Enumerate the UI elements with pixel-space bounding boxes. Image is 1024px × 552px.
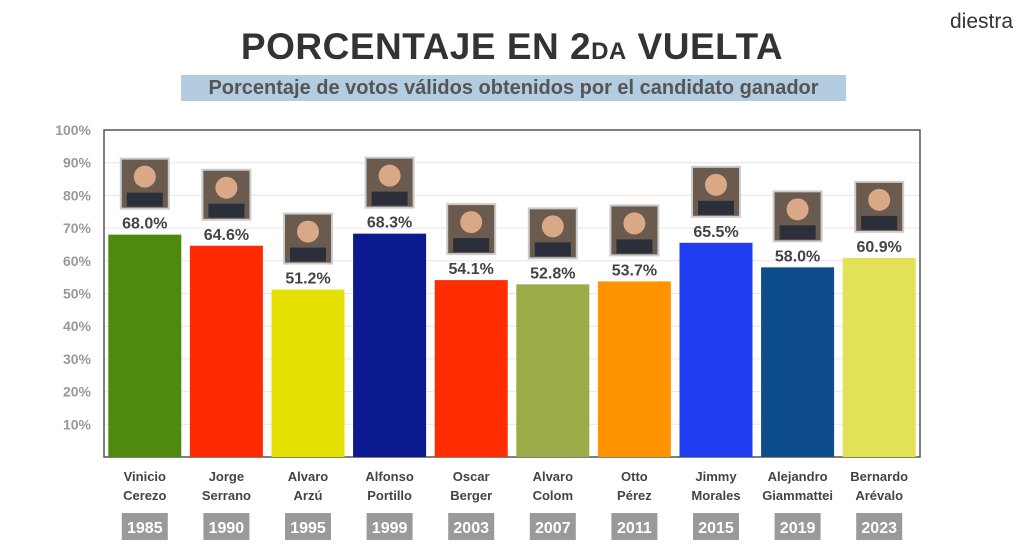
candidate-photo-suit [698,200,734,215]
candidate-photo-face [623,212,646,235]
year-badge [856,513,903,540]
y-tick-label: 30% [63,351,92,367]
bar [516,284,590,457]
year-label: 2011 [617,520,652,537]
candidate-last-name: Portillo [367,488,412,503]
candidate-last-name: Arévalo [855,488,903,503]
year-label: 2023 [861,520,897,537]
data-label: 58.0% [775,248,820,265]
bar [597,281,671,457]
candidate-last-name: Morales [691,488,740,503]
bar [761,267,835,457]
y-tick-label: 90% [63,155,92,171]
candidate-photo-suit [861,215,898,230]
candidate-photo-suit [371,191,408,206]
logo-text: diestra [950,10,1014,33]
data-label: 68.0% [122,216,167,233]
candidate-photo-face [541,215,564,238]
y-tick-label: 80% [63,187,92,203]
bar [353,233,427,457]
candidate-first-name: Jimmy [695,469,737,484]
y-tick-label: 50% [63,286,92,302]
candidate-last-name: Colom [533,488,573,503]
year-badge [203,513,250,540]
year-badge [693,513,739,540]
diestra-logo: diestra [950,10,1013,34]
title-main: PORCENTAJE EN 2 [240,26,592,67]
bar [434,280,508,457]
data-label: 65.5% [693,224,738,241]
candidate-last-name: Serrano [202,488,251,503]
year-badge [448,513,495,540]
candidate-photo-face [705,173,727,196]
bar [842,257,916,457]
candidate-photo-suit [290,247,326,262]
y-tick-label: 100% [55,122,91,138]
year-label: 2007 [535,520,571,537]
year-label: 1995 [290,520,326,537]
year-badge [774,513,821,540]
year-label: 1999 [372,520,408,537]
year-badge [285,513,331,540]
candidate-last-name: Berger [450,488,492,503]
title-small: DA [591,38,627,65]
candidate-photo-face [868,188,891,211]
candidate-first-name: Oscar [453,469,490,484]
candidate-first-name: Alvaro [533,469,574,484]
data-label: 64.6% [204,227,249,244]
bar [271,289,345,457]
y-tick-label: 10% [63,416,92,432]
candidate-photo-face [460,211,483,234]
y-tick-label: 20% [63,384,92,400]
y-tick-label: 40% [63,318,92,334]
candidate-photo-face [133,165,156,188]
year-label: 1990 [209,520,245,537]
chart-subtitle: Porcentaje de votos válidos obtenidos po… [181,75,846,101]
plot-frame [103,129,921,458]
candidate-first-name: Vinicio [124,469,166,484]
candidate-photo-face [786,198,809,221]
data-label: 53.7% [612,262,657,279]
candidate-photo-suit [534,242,571,257]
candidate-photo-suit [208,203,245,218]
bar [189,245,263,457]
candidate-first-name: Bernardo [850,469,908,484]
candidate-first-name: Jorge [209,469,244,484]
data-label: 52.8% [530,265,575,282]
year-label: 2019 [780,520,816,537]
bar [679,242,753,457]
candidate-photo-face [297,220,319,243]
candidate-photo-suit [779,225,816,240]
candidate-photo-face [378,164,401,187]
year-badge [529,513,576,540]
candidate-last-name: Giammattei [762,488,833,503]
bar [108,234,182,457]
candidate-photo-suit [126,192,163,207]
year-label: 1985 [127,520,163,537]
candidate-last-name: Arzú [294,488,323,503]
data-label: 54.1% [449,261,494,278]
candidate-photo-face [215,176,238,199]
year-badge [121,513,168,540]
y-tick-label: 70% [63,220,92,236]
candidate-last-name: Cerezo [123,488,166,503]
candidate-first-name: Alejandro [768,469,828,484]
year-badge [611,513,658,540]
title-end: VUELTA [626,26,784,67]
year-label: 2015 [698,520,734,537]
y-tick-label: 60% [63,253,92,269]
candidate-photo-suit [616,239,653,254]
data-label: 51.2% [285,271,330,288]
candidate-first-name: Alfonso [365,469,413,484]
chart-title: PORCENTAJE EN 2DA VUELTA [0,26,1024,68]
candidate-last-name: Pérez [617,488,652,503]
candidate-first-name: Otto [621,469,648,484]
year-badge [366,513,413,540]
candidate-first-name: Alvaro [288,469,329,484]
candidate-photo-suit [453,238,490,253]
data-label: 68.3% [367,215,412,232]
year-label: 2003 [453,520,489,537]
data-label: 60.9% [857,239,902,256]
